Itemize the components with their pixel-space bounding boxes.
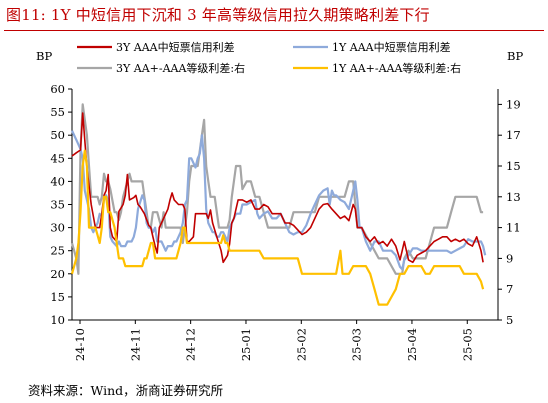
right-axis-ticks: 5 7 9 11 13 15 17 19 (498, 97, 521, 327)
right-tick-label: 9 (506, 251, 513, 265)
series-line-s1y-aaa (71, 130, 487, 271)
left-tick-label: 30 (50, 221, 65, 235)
source-note: 资料来源：Wind，浙商证券研究所 (28, 383, 224, 398)
right-tick-label: 15 (506, 159, 521, 173)
right-tick-label: 19 (506, 97, 521, 111)
right-axis-unit: BP (507, 49, 523, 63)
legend: 3Y AAA中短票信用利差 1Y AAA中短票信用利差 3Y AA+-AAA等级… (77, 40, 461, 75)
legend-label-s1y-spread: 1Y AA+-AAA等级利差:右 (332, 61, 461, 75)
left-axis-unit: BP (36, 49, 52, 63)
right-tick-label: 11 (506, 221, 521, 235)
left-axis-ticks: 10 15 20 25 30 35 40 45 50 55 60 (50, 82, 72, 327)
left-tick-label: 35 (50, 198, 65, 212)
legend-label-s3y-spread: 3Y AA+-AAA等级利差:右 (116, 61, 245, 75)
left-tick-label: 25 (50, 244, 65, 258)
left-tick-label: 45 (50, 151, 65, 165)
left-tick-label: 50 (50, 128, 65, 142)
series-line-s1y-spread (70, 149, 485, 306)
x-tick-label: 24-11 (128, 328, 142, 361)
legend-label-s3y-aaa: 3Y AAA中短票信用利差 (116, 40, 235, 54)
series-layer (70, 103, 487, 306)
x-tick-label: 24-12 (184, 328, 198, 361)
right-tick-label: 17 (506, 128, 521, 142)
x-tick-label: 25-04 (405, 328, 419, 361)
x-tick-label: 25-05 (460, 328, 474, 361)
title-divider (4, 30, 544, 31)
figure-title: 图11: 1Y 中短信用下沉和 3 年高等级信用拉久期策略利差下行 (6, 6, 430, 24)
series-line-s3y-aaa (71, 112, 484, 264)
legend-label-s1y-aaa: 1Y AAA中短票信用利差 (332, 40, 451, 54)
right-tick-label: 13 (506, 190, 521, 204)
left-tick-label: 20 (50, 267, 65, 281)
left-tick-label: 55 (50, 105, 65, 119)
x-tick-label: 25-03 (350, 328, 364, 361)
left-tick-label: 10 (50, 313, 65, 327)
right-tick-label: 5 (506, 313, 513, 327)
right-tick-label: 7 (506, 282, 513, 296)
x-axis-ticks: 24-10 24-11 24-12 25-01 25-02 25-03 25-04 25-05 (73, 320, 474, 361)
series-line-s3y-spread (70, 103, 484, 275)
x-tick-label: 25-02 (294, 328, 308, 361)
left-tick-label: 15 (50, 290, 65, 304)
x-tick-label: 25-01 (239, 328, 253, 361)
x-tick-label: 24-10 (73, 328, 87, 361)
left-tick-label: 60 (50, 82, 65, 96)
left-tick-label: 40 (50, 174, 65, 188)
